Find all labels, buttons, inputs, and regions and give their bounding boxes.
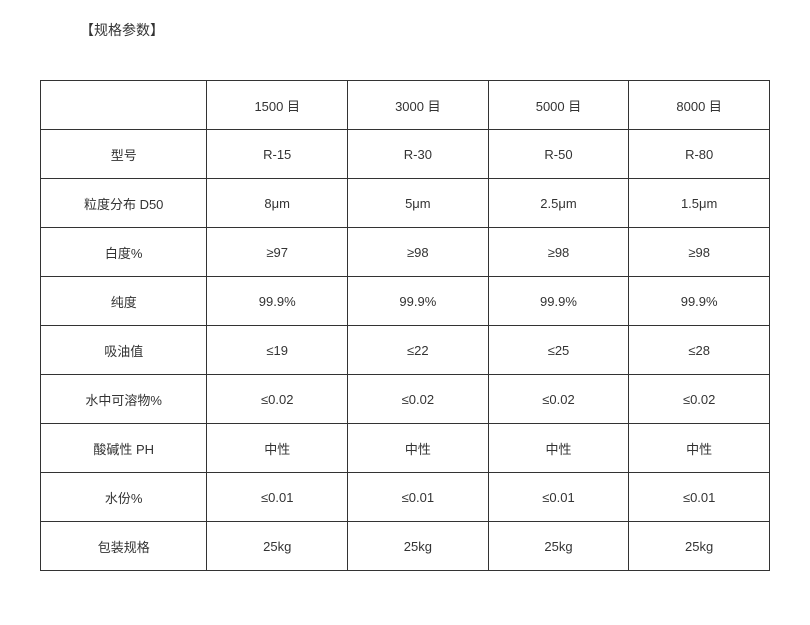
table-row: 吸油值 ≤19 ≤22 ≤25 ≤28 <box>41 326 770 375</box>
table-header-row: 1500 目 3000 目 5000 目 8000 目 <box>41 81 770 130</box>
table-cell: ≥97 <box>207 228 348 277</box>
table-cell: 99.9% <box>348 277 489 326</box>
table-cell: 25kg <box>488 522 629 571</box>
table-cell: ≤19 <box>207 326 348 375</box>
table-cell: ≤0.01 <box>629 473 770 522</box>
table-cell: ≤0.01 <box>488 473 629 522</box>
table-row-label: 粒度分布 D50 <box>41 179 207 228</box>
table-header-cell: 3000 目 <box>348 81 489 130</box>
table-header-cell: 1500 目 <box>207 81 348 130</box>
table-row: 白度% ≥97 ≥98 ≥98 ≥98 <box>41 228 770 277</box>
document-container: 【规格参数】 1500 目 3000 目 5000 目 8000 目 型号 R-… <box>0 0 810 625</box>
table-cell: ≥98 <box>348 228 489 277</box>
table-row-label: 包装规格 <box>41 522 207 571</box>
table-cell: 25kg <box>207 522 348 571</box>
table-row-label: 吸油值 <box>41 326 207 375</box>
table-cell: 25kg <box>348 522 489 571</box>
table-cell: 中性 <box>488 424 629 473</box>
table-cell: ≤28 <box>629 326 770 375</box>
table-cell: ≥98 <box>488 228 629 277</box>
table-cell: ≤0.01 <box>207 473 348 522</box>
table-row: 水份% ≤0.01 ≤0.01 ≤0.01 ≤0.01 <box>41 473 770 522</box>
table-body: 型号 R-15 R-30 R-50 R-80 粒度分布 D50 8μm 5μm … <box>41 130 770 571</box>
table-cell: ≤0.01 <box>348 473 489 522</box>
spec-table: 1500 目 3000 目 5000 目 8000 目 型号 R-15 R-30… <box>40 80 770 571</box>
table-row-label: 水中可溶物% <box>41 375 207 424</box>
table-cell: 25kg <box>629 522 770 571</box>
table-row-label: 型号 <box>41 130 207 179</box>
table-cell: R-30 <box>348 130 489 179</box>
table-row: 纯度 99.9% 99.9% 99.9% 99.9% <box>41 277 770 326</box>
table-row-label: 酸碱性 PH <box>41 424 207 473</box>
table-row: 型号 R-15 R-30 R-50 R-80 <box>41 130 770 179</box>
table-cell: 99.9% <box>488 277 629 326</box>
table-cell: 中性 <box>629 424 770 473</box>
table-cell: R-15 <box>207 130 348 179</box>
table-header-cell <box>41 81 207 130</box>
table-cell: 2.5μm <box>488 179 629 228</box>
table-cell: 中性 <box>207 424 348 473</box>
table-cell: ≤22 <box>348 326 489 375</box>
table-cell: ≤0.02 <box>348 375 489 424</box>
table-cell: ≤0.02 <box>629 375 770 424</box>
table-cell: 5μm <box>348 179 489 228</box>
table-cell: 1.5μm <box>629 179 770 228</box>
table-row: 粒度分布 D50 8μm 5μm 2.5μm 1.5μm <box>41 179 770 228</box>
table-header-cell: 8000 目 <box>629 81 770 130</box>
table-cell: ≥98 <box>629 228 770 277</box>
section-title: 【规格参数】 <box>80 20 770 40</box>
table-cell: R-80 <box>629 130 770 179</box>
table-cell: R-50 <box>488 130 629 179</box>
table-row-label: 纯度 <box>41 277 207 326</box>
table-row-label: 白度% <box>41 228 207 277</box>
table-cell: ≤0.02 <box>488 375 629 424</box>
table-row: 水中可溶物% ≤0.02 ≤0.02 ≤0.02 ≤0.02 <box>41 375 770 424</box>
table-cell: 中性 <box>348 424 489 473</box>
table-cell: ≤25 <box>488 326 629 375</box>
table-row: 包装规格 25kg 25kg 25kg 25kg <box>41 522 770 571</box>
table-cell: 8μm <box>207 179 348 228</box>
table-row: 酸碱性 PH 中性 中性 中性 中性 <box>41 424 770 473</box>
table-cell: 99.9% <box>207 277 348 326</box>
table-cell: 99.9% <box>629 277 770 326</box>
table-row-label: 水份% <box>41 473 207 522</box>
table-header-cell: 5000 目 <box>488 81 629 130</box>
table-cell: ≤0.02 <box>207 375 348 424</box>
